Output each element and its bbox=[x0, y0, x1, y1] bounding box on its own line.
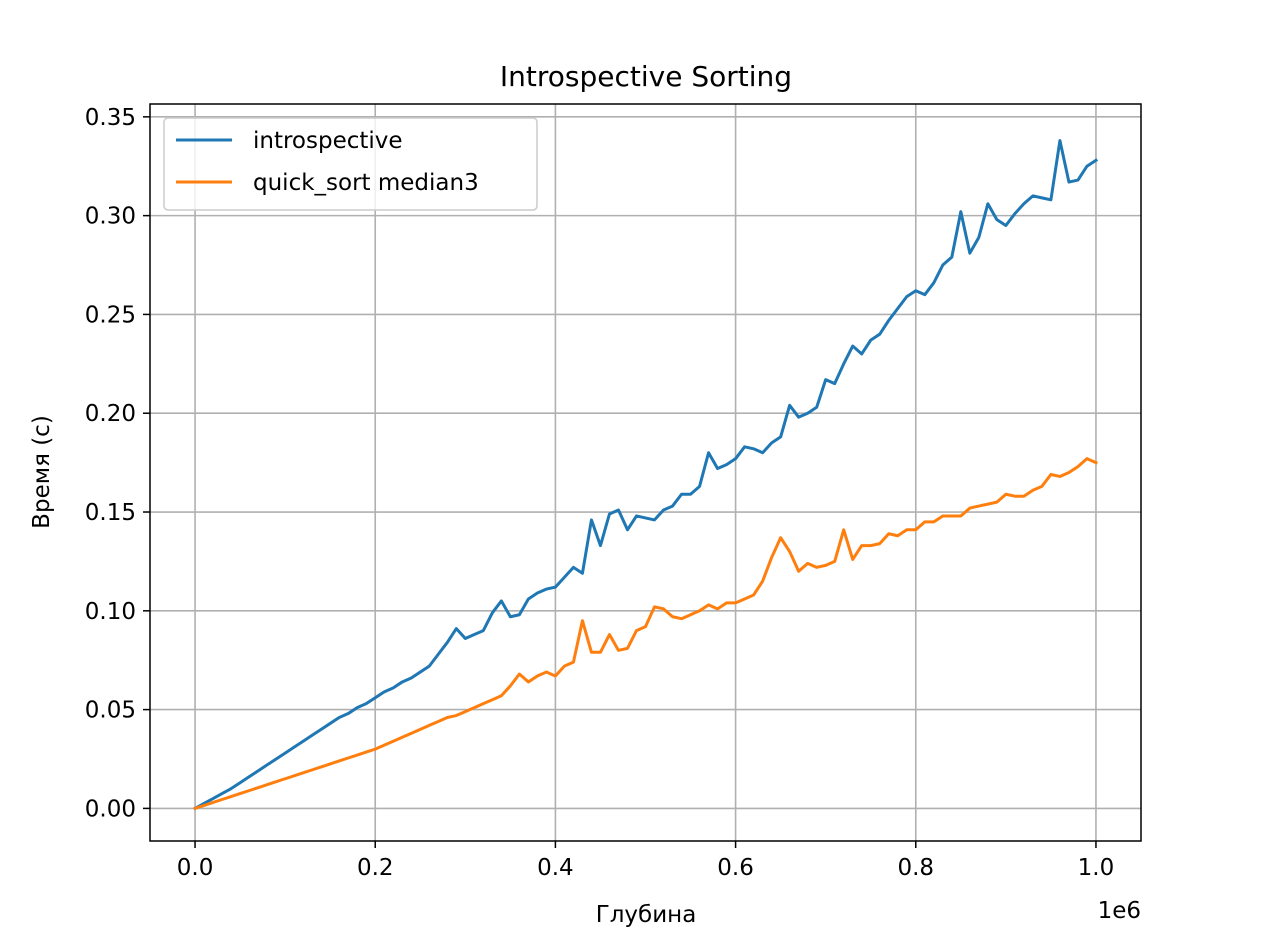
series-line-quick-sort-median3 bbox=[193, 457, 1098, 811]
x-tick-label: 0.4 bbox=[537, 855, 574, 881]
series-line-introspective bbox=[193, 139, 1099, 811]
legend-label-introspective: introspective bbox=[253, 128, 403, 154]
y-tick-label: 0.25 bbox=[85, 302, 136, 328]
plot-background bbox=[150, 104, 1141, 841]
plot-area bbox=[149, 103, 1142, 842]
x-axis-label: Глубина bbox=[596, 902, 697, 928]
x-axis-offset-label: 1e6 bbox=[1098, 898, 1141, 924]
legend-box bbox=[163, 117, 538, 211]
y-tick-label: 0.20 bbox=[85, 401, 136, 427]
y-axis-ticks: 0.00 0.05 0.10 0.15 0.20 0.25 0.30 0.35 bbox=[85, 105, 150, 822]
x-tick-label: 0.8 bbox=[897, 855, 934, 881]
y-tick-label: 0.00 bbox=[85, 796, 136, 822]
series-lines bbox=[193, 139, 1099, 811]
y-tick-label: 0.10 bbox=[85, 599, 136, 625]
plot-frame bbox=[149, 103, 1142, 842]
x-tick-label: 1.0 bbox=[1078, 855, 1115, 881]
y-tick-label: 0.30 bbox=[85, 204, 136, 230]
legend: introspective quick_sort median3 bbox=[163, 117, 538, 211]
y-tick-label: 0.15 bbox=[85, 500, 136, 526]
x-tick-label: 0.2 bbox=[357, 855, 394, 881]
x-axis-ticks: 0.0 0.2 0.4 0.6 0.8 1.0 bbox=[177, 841, 1114, 881]
y-axis-label: Время (с) bbox=[29, 415, 55, 529]
x-tick-label: 0.6 bbox=[717, 855, 754, 881]
y-tick-label: 0.35 bbox=[85, 105, 136, 131]
chart-title: Introspective Sorting bbox=[500, 60, 792, 93]
grid bbox=[150, 104, 1141, 841]
y-tick-label: 0.05 bbox=[85, 698, 136, 724]
x-tick-label: 0.0 bbox=[177, 855, 214, 881]
legend-label-quick-sort-median3: quick_sort median3 bbox=[253, 170, 479, 196]
